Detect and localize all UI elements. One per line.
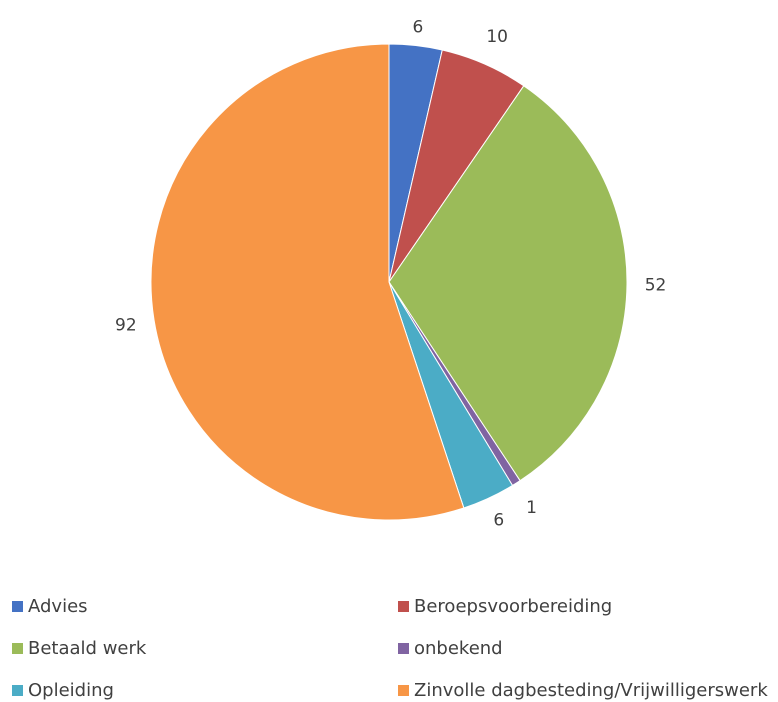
- legend-item-opleiding: Opleiding: [12, 680, 114, 701]
- legend-item-betaald-werk: Betaald werk: [12, 638, 146, 659]
- data-label-betaald-werk: 52: [645, 276, 667, 296]
- data-labels: 6 10 52 1 6 92: [115, 18, 666, 531]
- legend-label-beroepsvoorbereiding: Beroepsvoorbereiding: [414, 596, 613, 617]
- legend-swatch-betaald-werk: [12, 643, 23, 654]
- data-label-advies: 6: [413, 18, 424, 38]
- data-label-opleiding: 6: [493, 511, 504, 531]
- data-label-zinvolle-dagbesteding-vrijwilligerswerk: 92: [115, 315, 137, 335]
- pie-slice-zinvolle-dagbesteding-vrijwilligerswerk: [150, 43, 465, 521]
- legend-label-opleiding: Opleiding: [28, 680, 114, 701]
- pie-slice-betaald-werk: [388, 85, 628, 482]
- data-label-onbekend: 1: [526, 498, 537, 518]
- legend: Advies Beroepsvoorbereiding Betaald werk…: [0, 588, 778, 701]
- legend-swatch-advies: [12, 601, 23, 612]
- legend-swatch-zinvolle-dagbesteding: [398, 685, 409, 696]
- legend-label-onbekend: onbekend: [414, 638, 503, 659]
- legend-swatch-opleiding: [12, 685, 23, 696]
- pie-chart: 6 10 52 1 6 92: [115, 18, 666, 531]
- legend-label-betaald-werk: Betaald werk: [28, 638, 147, 659]
- legend-item-zinvolle-dagbesteding: Zinvolle dagbesteding/Vrijwilligerswerk: [398, 680, 768, 701]
- data-label-beroepsvoorbereiding: 10: [486, 27, 508, 47]
- legend-swatch-beroepsvoorbereiding: [398, 601, 409, 612]
- legend-label-advies: Advies: [28, 596, 88, 617]
- legend-item-beroepsvoorbereiding: Beroepsvoorbereiding: [398, 596, 612, 617]
- legend-label-zinvolle-dagbesteding: Zinvolle dagbesteding/Vrijwilligerswerk: [414, 680, 768, 701]
- legend-item-advies: Advies: [12, 596, 88, 617]
- legend-swatch-onbekend: [398, 643, 409, 654]
- legend-item-onbekend: onbekend: [398, 638, 503, 659]
- pie-slices: [150, 43, 628, 521]
